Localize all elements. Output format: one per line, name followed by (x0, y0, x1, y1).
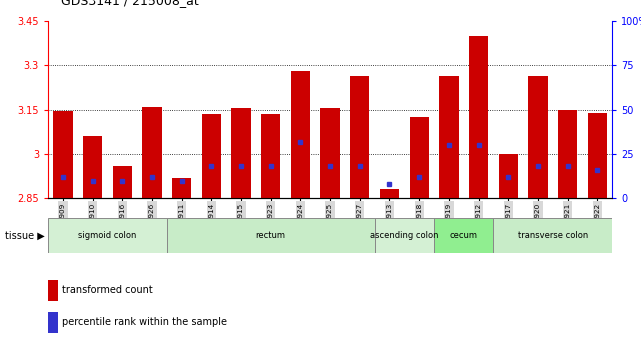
Bar (588, 113, 607, 198)
Bar (499, 154, 518, 198)
Bar (350, 76, 369, 198)
Bar (528, 76, 547, 198)
Text: GDS3141 / 215008_at: GDS3141 / 215008_at (61, 0, 199, 7)
Text: rectum: rectum (256, 231, 286, 240)
Bar (374, 218, 434, 253)
Bar (434, 218, 494, 253)
Bar (48, 218, 167, 253)
Bar (167, 218, 374, 253)
Bar (469, 36, 488, 198)
Bar (380, 189, 399, 198)
Bar (48, 280, 58, 301)
Text: sigmoid colon: sigmoid colon (78, 231, 137, 240)
Bar (439, 76, 458, 198)
Bar (558, 110, 578, 198)
Bar (320, 108, 340, 198)
Text: tissue ▶: tissue ▶ (5, 230, 45, 240)
Bar (48, 312, 58, 333)
Bar (53, 111, 72, 198)
Bar (113, 166, 132, 198)
Bar (202, 114, 221, 198)
Bar (410, 117, 429, 198)
Text: transformed count: transformed count (62, 285, 153, 295)
Text: percentile rank within the sample: percentile rank within the sample (62, 317, 227, 327)
Bar (261, 114, 280, 198)
Bar (142, 107, 162, 198)
Text: transverse colon: transverse colon (518, 231, 588, 240)
Bar (83, 136, 103, 198)
Text: ascending colon: ascending colon (370, 231, 438, 240)
Text: cecum: cecum (450, 231, 478, 240)
Bar (172, 178, 191, 198)
Bar (231, 108, 251, 198)
Bar (291, 72, 310, 198)
Bar (494, 218, 612, 253)
